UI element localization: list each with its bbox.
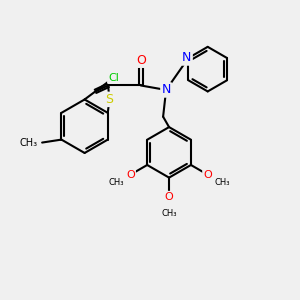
Text: CH₃: CH₃ [20,138,38,148]
Text: CH₃: CH₃ [109,178,124,187]
Text: N: N [182,52,192,64]
Text: N: N [161,83,171,96]
Text: O: O [136,54,146,67]
Text: O: O [126,170,135,180]
Text: O: O [203,170,212,180]
Text: CH₃: CH₃ [161,209,177,218]
Text: CH₃: CH₃ [214,178,230,187]
Text: Cl: Cl [108,73,119,83]
Text: S: S [105,93,113,106]
Text: O: O [165,192,173,202]
